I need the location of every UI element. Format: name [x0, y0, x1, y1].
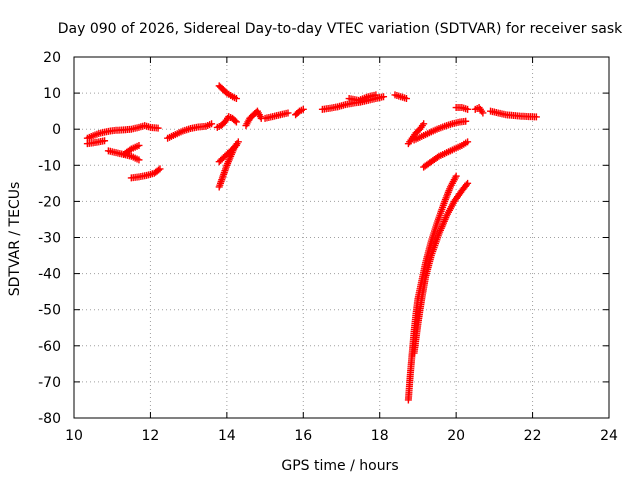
- data-point: [155, 166, 163, 174]
- data-point: [462, 181, 470, 189]
- y-tick-label: -20: [38, 194, 61, 210]
- y-axis-label: SDTVAR / TECUs: [7, 182, 23, 297]
- series-arc-v: [452, 104, 472, 113]
- data-point: [234, 138, 242, 146]
- series-arc-m: [292, 105, 307, 119]
- y-tick-label: -40: [38, 267, 61, 283]
- data-point: [420, 120, 428, 128]
- series-arc-p: [391, 91, 410, 103]
- data-points: [83, 82, 540, 404]
- series-arc-d: [120, 141, 143, 158]
- data-point: [232, 141, 240, 149]
- y-tick-label: -80: [38, 411, 61, 427]
- x-tick-label: 22: [524, 428, 542, 444]
- y-tick-label: -60: [38, 339, 61, 355]
- series-arc-g: [215, 82, 240, 103]
- x-tick-label: 10: [65, 428, 83, 444]
- x-tick-label: 24: [600, 428, 618, 444]
- series-arc-x: [487, 107, 540, 121]
- data-point: [284, 109, 292, 117]
- series-arc-r: [410, 117, 470, 144]
- x-tick-label: 14: [218, 428, 236, 444]
- data-point: [231, 117, 239, 125]
- series-arc-j: [213, 113, 240, 131]
- data-point: [464, 105, 472, 113]
- y-tick-label: -10: [38, 158, 61, 174]
- y-tick-label: 20: [43, 50, 61, 66]
- x-axis-label: GPS time / hours: [281, 458, 398, 474]
- data-point: [532, 113, 540, 121]
- series-arc-q: [404, 120, 428, 148]
- data-point: [231, 143, 239, 151]
- axes: 10 12 14 16 18 20 22 24 20 10 0 -10 -20 -30 -40 -50 -60 -…: [38, 50, 618, 444]
- data-point: [299, 105, 307, 113]
- data-point: [232, 95, 240, 103]
- data-point: [372, 91, 380, 99]
- series-arc-k: [242, 107, 265, 130]
- data-point: [464, 179, 472, 187]
- data-point: [135, 156, 143, 164]
- chart-title: Day 090 of 2026, Sidereal Day-to-day VTE…: [58, 21, 623, 37]
- series-arc-u: [410, 179, 472, 357]
- series-arc-w: [471, 104, 487, 117]
- data-point: [479, 109, 487, 117]
- data-point: [380, 93, 388, 101]
- series-arc-l: [261, 109, 292, 122]
- series-arc-s: [420, 138, 472, 171]
- series-arc-b: [83, 137, 109, 148]
- data-point: [464, 138, 472, 146]
- x-tick-label: 18: [371, 428, 389, 444]
- data-point: [154, 124, 162, 132]
- x-tick-label: 12: [142, 428, 160, 444]
- data-point: [208, 120, 216, 128]
- x-tick-label: 16: [294, 428, 312, 444]
- y-tick-label: -50: [38, 303, 61, 319]
- series-arc-e: [127, 165, 164, 182]
- data-point: [135, 141, 143, 149]
- y-tick-label: 10: [43, 86, 61, 102]
- y-tick-label: -70: [38, 375, 61, 391]
- series-arc-a: [83, 122, 162, 142]
- y-tick-label: -30: [38, 231, 61, 247]
- data-point: [402, 95, 410, 103]
- data-point: [232, 118, 240, 126]
- series-arc-i: [215, 141, 240, 166]
- series-arc-o: [345, 91, 380, 104]
- x-tick-label: 20: [447, 428, 465, 444]
- series-arc-f: [164, 120, 216, 142]
- data-point: [156, 165, 164, 173]
- data-point: [101, 137, 109, 145]
- data-point: [452, 172, 460, 180]
- data-point: [462, 117, 470, 125]
- y-tick-label: 0: [52, 122, 61, 138]
